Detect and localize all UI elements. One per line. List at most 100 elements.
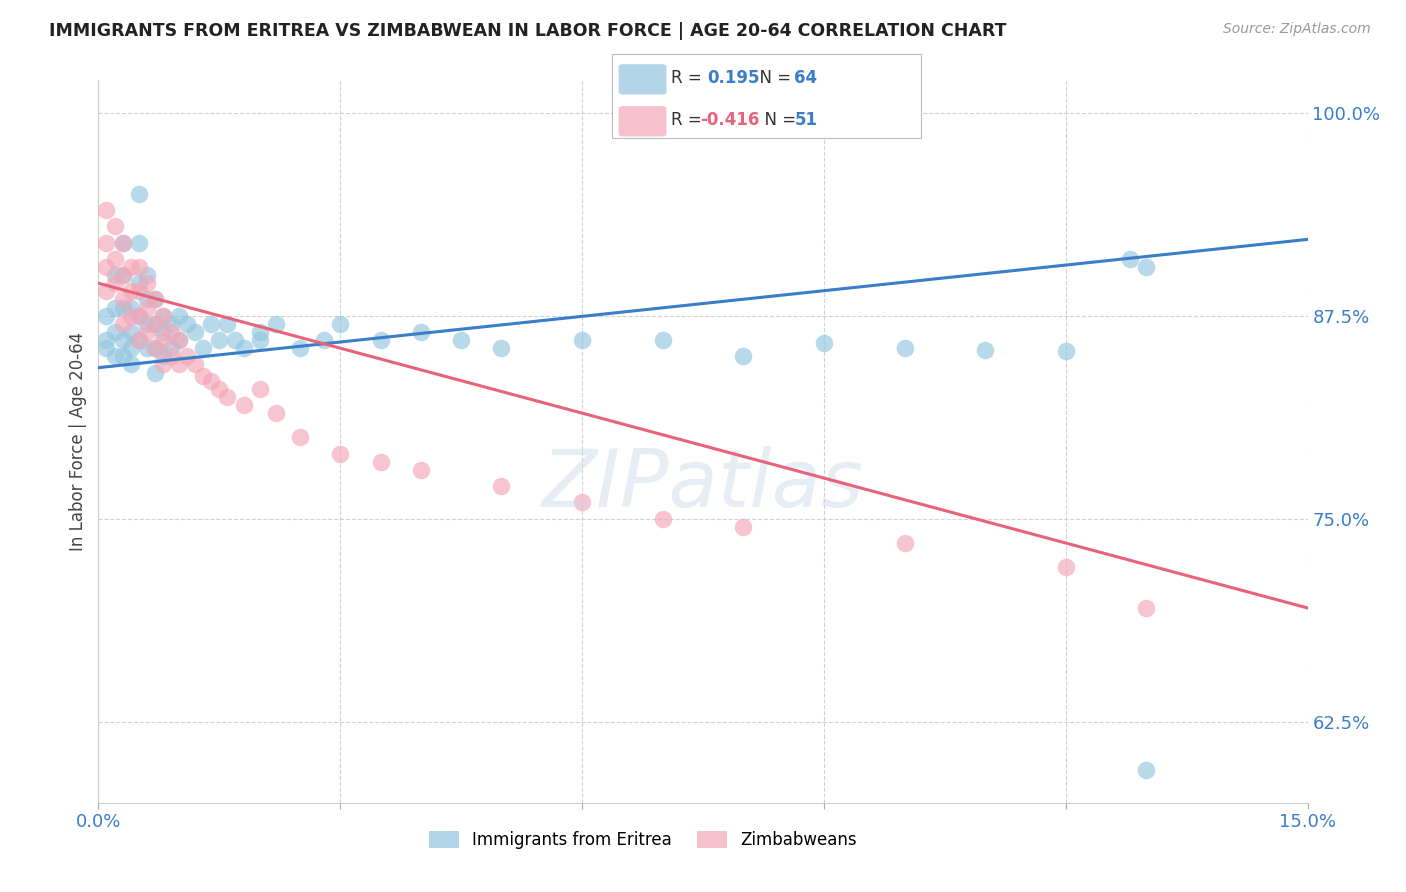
Point [103,301,125,315]
Point [160,341,183,355]
Point [232,341,254,355]
Point [128,235,150,250]
Point [128,285,150,299]
Point [232,398,254,412]
Point [184,325,207,339]
Text: 0.195: 0.195 [707,70,759,87]
Point [733,520,755,534]
Point [167,333,190,347]
Point [733,349,755,363]
Point [96,341,118,355]
Point [152,309,174,323]
Point [193,368,215,383]
Point [152,349,174,363]
Point [143,341,166,355]
Point [111,293,134,307]
Point [96,333,118,347]
Text: 51: 51 [794,112,817,129]
Point [651,511,673,525]
Point [200,374,222,388]
Point [1135,601,1157,615]
Text: R =: R = [671,70,711,87]
Point [1054,344,1077,359]
Point [135,317,157,331]
Point [1119,252,1142,266]
Point [128,260,150,274]
Point [813,336,835,351]
Point [571,333,593,347]
Point [288,430,311,444]
Point [217,317,239,331]
Point [135,301,157,315]
Legend: Immigrants from Eritrea, Zimbabweans: Immigrants from Eritrea, Zimbabweans [422,824,863,856]
Point [167,333,190,347]
Point [96,260,118,274]
Point [571,495,593,509]
Point [111,317,134,331]
Point [103,219,125,234]
Point [103,268,125,282]
Point [143,317,166,331]
Point [193,341,215,355]
Point [152,358,174,372]
Text: Source: ZipAtlas.com: Source: ZipAtlas.com [1223,22,1371,37]
Point [409,325,432,339]
Point [103,252,125,266]
Point [143,366,166,380]
Point [370,333,392,347]
Point [135,277,157,291]
Point [249,333,271,347]
Point [143,293,166,307]
Point [974,343,997,357]
Point [167,309,190,323]
Point [249,382,271,396]
Point [288,341,311,355]
Point [111,235,134,250]
Point [128,186,150,201]
Point [152,333,174,347]
Text: -0.416: -0.416 [700,112,759,129]
Point [184,358,207,372]
Point [96,235,118,250]
Point [128,333,150,347]
Point [143,293,166,307]
Point [128,309,150,323]
Point [111,268,134,282]
Point [120,341,142,355]
Point [120,358,142,372]
Point [208,333,231,347]
Point [491,341,513,355]
Point [111,235,134,250]
Point [314,333,336,347]
Point [135,325,157,339]
Text: R =: R = [671,112,707,129]
Point [128,333,150,347]
Point [135,341,157,355]
Point [120,285,142,299]
Point [103,349,125,363]
Point [120,260,142,274]
Point [264,317,287,331]
Point [176,317,198,331]
Point [249,325,271,339]
Point [96,203,118,218]
Point [1135,764,1157,778]
Y-axis label: In Labor Force | Age 20-64: In Labor Force | Age 20-64 [69,332,87,551]
Text: 64: 64 [794,70,817,87]
Point [217,390,239,404]
Point [329,447,352,461]
Point [120,325,142,339]
Point [491,479,513,493]
Point [103,277,125,291]
Point [200,317,222,331]
Point [264,406,287,420]
Point [143,341,166,355]
Point [96,285,118,299]
Point [176,349,198,363]
Point [111,301,134,315]
Point [120,301,142,315]
Point [409,463,432,477]
Point [111,333,134,347]
Point [152,325,174,339]
Point [143,317,166,331]
